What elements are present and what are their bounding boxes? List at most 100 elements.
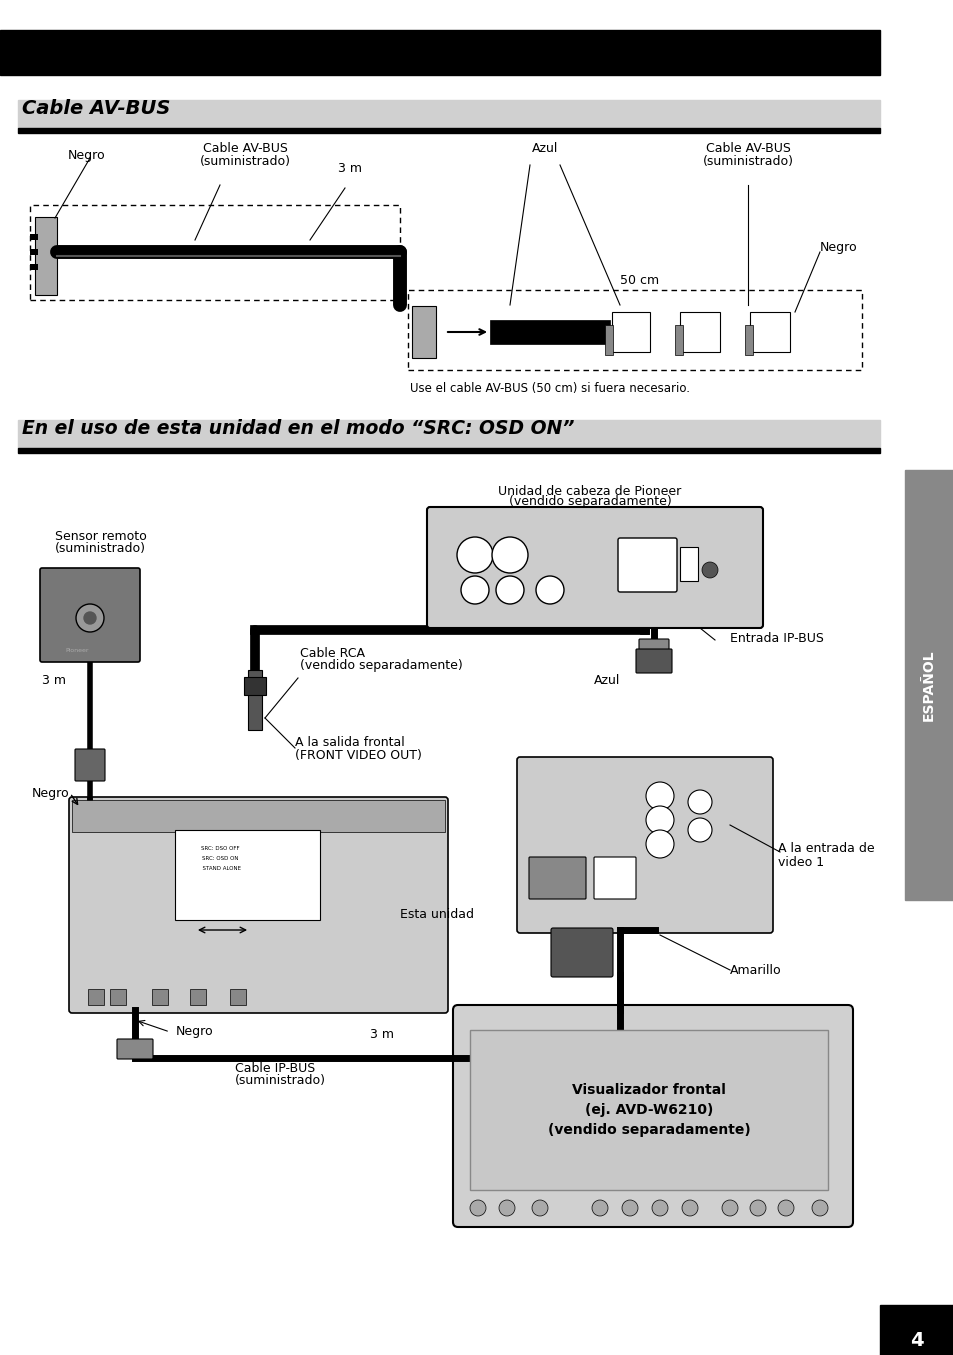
Bar — [248, 669, 262, 730]
Text: 50 cm: 50 cm — [619, 274, 659, 286]
Text: video 1: video 1 — [778, 855, 823, 869]
Bar — [18, 127, 879, 133]
Text: Cable AV-BUS: Cable AV-BUS — [202, 142, 287, 154]
Text: (suministrado): (suministrado) — [234, 1075, 326, 1087]
Bar — [490, 320, 609, 344]
FancyBboxPatch shape — [75, 749, 105, 780]
Circle shape — [811, 1201, 827, 1215]
Circle shape — [470, 1201, 485, 1215]
Bar — [679, 547, 698, 581]
Bar — [88, 989, 104, 1005]
Bar — [18, 420, 879, 449]
Text: Azul: Azul — [531, 142, 558, 154]
FancyBboxPatch shape — [618, 538, 677, 592]
Bar — [0, 30, 879, 75]
Text: Amarillo: Amarillo — [729, 963, 781, 977]
Bar — [71, 799, 444, 832]
Text: 3 m: 3 m — [42, 673, 66, 687]
Text: (suministrado): (suministrado) — [701, 154, 793, 168]
Bar — [604, 325, 613, 355]
Text: Sensor remoto: Sensor remoto — [55, 530, 147, 543]
Bar — [30, 234, 38, 240]
FancyBboxPatch shape — [594, 856, 636, 898]
Circle shape — [536, 576, 563, 604]
Bar — [744, 325, 752, 355]
Text: Pioneer: Pioneer — [65, 648, 89, 653]
Circle shape — [749, 1201, 765, 1215]
Text: Cable AV-BUS: Cable AV-BUS — [705, 142, 790, 154]
Bar — [244, 678, 266, 695]
Bar — [30, 264, 38, 270]
Circle shape — [778, 1201, 793, 1215]
Bar — [174, 831, 319, 920]
FancyBboxPatch shape — [69, 797, 448, 1014]
Text: A la entrada de: A la entrada de — [778, 841, 874, 855]
Text: Cable AV-BUS: Cable AV-BUS — [22, 99, 171, 118]
Bar — [612, 312, 649, 352]
FancyBboxPatch shape — [40, 568, 140, 663]
Text: (vendido separadamente): (vendido separadamente) — [508, 495, 671, 508]
Circle shape — [687, 790, 711, 814]
Circle shape — [687, 818, 711, 841]
FancyBboxPatch shape — [517, 757, 772, 934]
Text: Negro: Negro — [176, 1026, 213, 1038]
Bar — [190, 989, 206, 1005]
Bar — [18, 449, 879, 453]
Bar — [152, 989, 168, 1005]
Bar — [679, 312, 720, 352]
Bar — [110, 989, 126, 1005]
Circle shape — [532, 1201, 547, 1215]
Circle shape — [84, 612, 96, 625]
Circle shape — [651, 1201, 667, 1215]
Circle shape — [456, 537, 493, 573]
Bar — [879, 1305, 953, 1355]
FancyBboxPatch shape — [639, 640, 668, 669]
Circle shape — [592, 1201, 607, 1215]
FancyBboxPatch shape — [453, 1005, 852, 1228]
Bar — [30, 205, 399, 299]
FancyBboxPatch shape — [529, 856, 585, 898]
FancyBboxPatch shape — [427, 507, 762, 627]
Circle shape — [496, 576, 523, 604]
Circle shape — [621, 1201, 638, 1215]
Text: En el uso de esta unidad en el modo “SRC: OSD ON”: En el uso de esta unidad en el modo “SRC… — [22, 419, 574, 438]
Circle shape — [645, 806, 673, 833]
Circle shape — [492, 537, 527, 573]
Circle shape — [498, 1201, 515, 1215]
Text: STAND ALONE: STAND ALONE — [199, 866, 241, 870]
Bar — [749, 312, 789, 352]
Text: ESPAÑOL: ESPAÑOL — [921, 649, 935, 721]
Circle shape — [460, 576, 489, 604]
Circle shape — [681, 1201, 698, 1215]
Bar — [35, 217, 57, 295]
Text: (vendido separadamente): (vendido separadamente) — [547, 1123, 750, 1137]
Text: (ej. AVD-W6210): (ej. AVD-W6210) — [584, 1103, 713, 1117]
Bar — [470, 1030, 827, 1190]
Text: 3 m: 3 m — [337, 163, 361, 175]
Text: (vendido separadamente): (vendido separadamente) — [299, 659, 462, 672]
Text: Use el cable AV-BUS (50 cm) si fuera necesario.: Use el cable AV-BUS (50 cm) si fuera nec… — [410, 382, 689, 396]
Bar — [230, 989, 246, 1005]
Text: Negro: Negro — [68, 149, 106, 161]
Bar — [18, 100, 879, 127]
Circle shape — [645, 782, 673, 810]
Text: Cable RCA: Cable RCA — [299, 646, 365, 660]
Circle shape — [645, 831, 673, 858]
Text: (FRONT VIDEO OUT): (FRONT VIDEO OUT) — [294, 748, 421, 762]
FancyBboxPatch shape — [551, 928, 613, 977]
Text: (suministrado): (suministrado) — [199, 154, 291, 168]
Text: Negro: Negro — [820, 241, 857, 255]
Circle shape — [721, 1201, 738, 1215]
FancyBboxPatch shape — [117, 1039, 152, 1060]
Bar — [30, 249, 38, 255]
Text: A la salida frontal: A la salida frontal — [294, 736, 404, 748]
FancyBboxPatch shape — [636, 649, 671, 673]
Bar — [408, 290, 862, 370]
Text: SRC: OSD ON: SRC: OSD ON — [201, 855, 238, 860]
Circle shape — [701, 562, 718, 579]
Bar — [412, 306, 436, 358]
Text: Esta unidad: Esta unidad — [399, 908, 474, 921]
Text: Cable IP-BUS: Cable IP-BUS — [234, 1062, 314, 1075]
Text: 4: 4 — [909, 1331, 923, 1350]
Text: Azul: Azul — [593, 673, 619, 687]
